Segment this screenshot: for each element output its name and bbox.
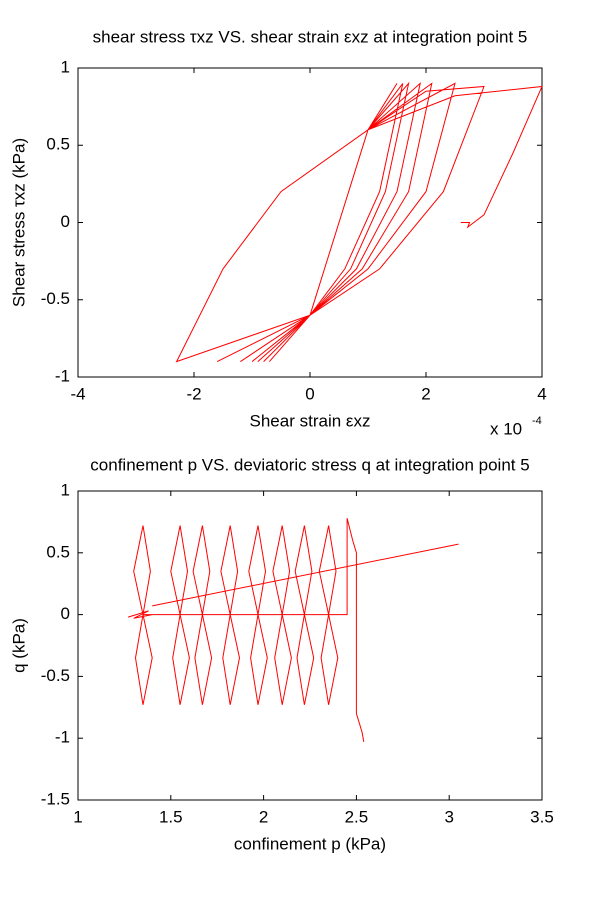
plot-frame [77,490,543,801]
x-tick-label: 3.5 [530,807,554,826]
y-tick-label: -1.5 [41,789,70,808]
x-tick-label: 2.5 [345,807,369,826]
y-tick-label: -1 [55,366,70,385]
y-tick-label: 1 [61,480,70,499]
x-axis-label: confinement p (kPa) [234,834,386,853]
y-tick-label: 1 [61,57,70,76]
x-tick-label: 2 [421,384,430,403]
x-axis-label: Shear strain εxz [250,411,371,430]
y-axis-label: q (kPa) [9,618,28,673]
y-tick-label: -1 [55,728,70,747]
x-tick-label: 4 [537,384,546,403]
x-tick-label: 1.5 [159,807,183,826]
y-tick-label: -0.5 [41,289,70,308]
x-offset-label: x 10 [490,419,522,438]
x-tick-label: 3 [444,807,453,826]
y-tick-label: -0.5 [41,666,70,685]
data-line [127,518,459,742]
y-tick-label: 0.5 [46,542,70,561]
x-tick-label: 1 [73,807,82,826]
y-tick-label: 0 [61,604,70,623]
x-tick-label: 2 [259,807,268,826]
y-tick-label: 0.5 [46,135,70,154]
chart-title: confinement p VS. deviatoric stress q at… [90,455,529,474]
y-axis-label: Shear stress τxz (kPa) [9,138,28,307]
x-tick-label: 0 [305,384,314,403]
x-tick-label: -4 [70,384,85,403]
x-tick-label: -2 [186,384,201,403]
chart-title: shear stress τxz VS. shear strain εxz at… [93,27,528,46]
data-line [175,81,543,363]
y-tick-label: 0 [61,212,70,231]
x-offset-exponent: -4 [532,415,542,427]
plot-frame [77,67,543,378]
